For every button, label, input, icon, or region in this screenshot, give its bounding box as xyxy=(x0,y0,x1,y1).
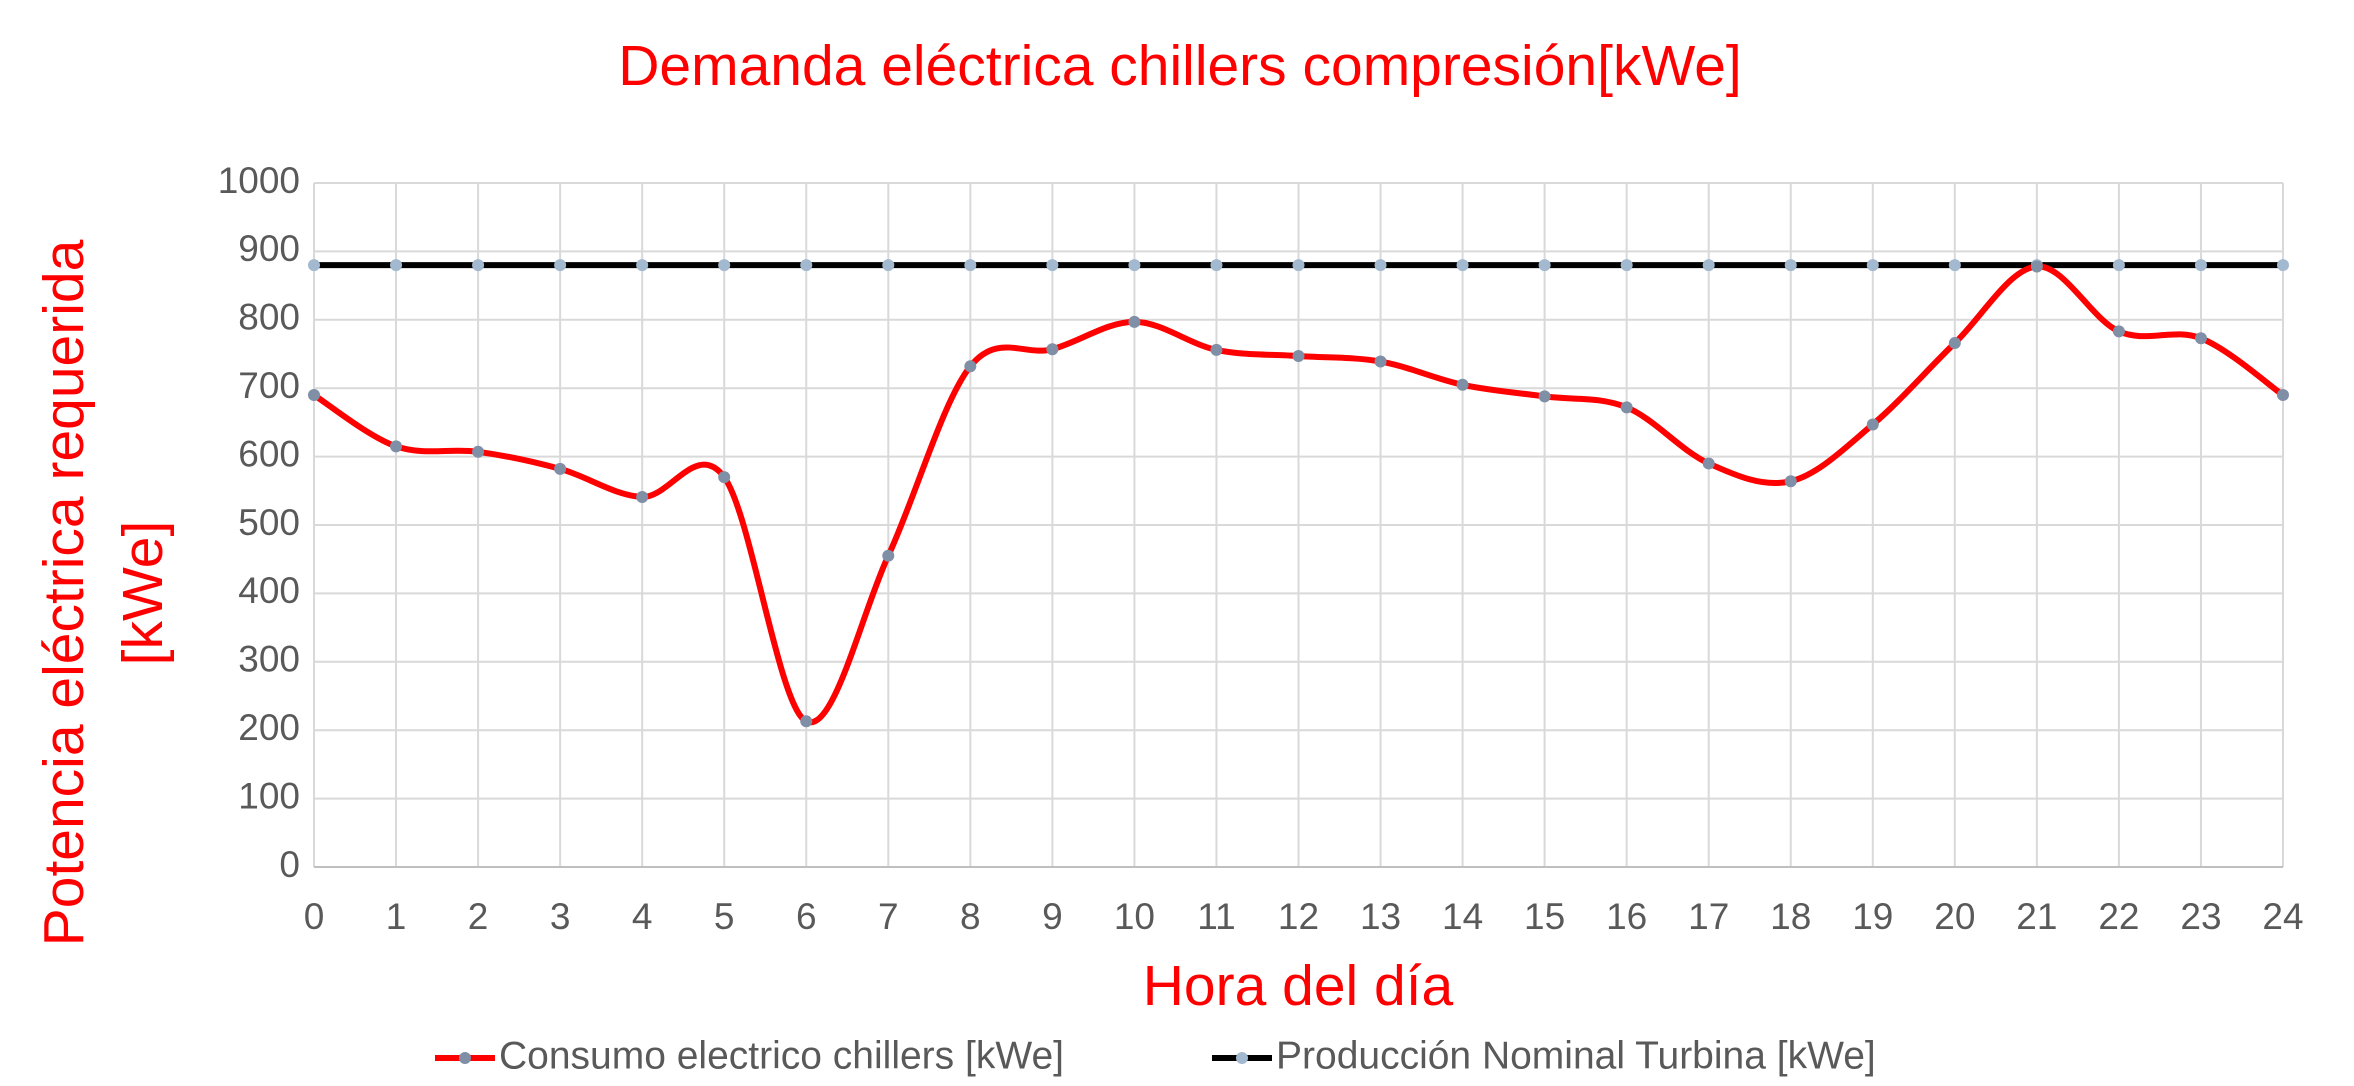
marker xyxy=(472,259,485,272)
marker xyxy=(800,715,813,728)
x-tick-label: 16 xyxy=(1606,896,1647,937)
marker xyxy=(1046,259,1059,272)
x-tick-label: 4 xyxy=(632,896,653,937)
x-tick-label: 23 xyxy=(2180,896,2221,937)
marker xyxy=(718,259,731,272)
x-tick-label: 0 xyxy=(304,896,325,937)
x-tick-label: 12 xyxy=(1278,896,1319,937)
marker xyxy=(1620,401,1633,414)
y-axis-label: Potencia eléctrica requerida xyxy=(32,239,96,946)
marker xyxy=(1292,259,1305,272)
marker xyxy=(2277,389,2289,402)
marker xyxy=(964,360,977,373)
marker xyxy=(2194,332,2207,345)
marker xyxy=(2277,259,2289,272)
marker xyxy=(1948,337,1961,350)
marker xyxy=(1866,259,1879,272)
marker xyxy=(2030,260,2043,273)
y-tick-label: 300 xyxy=(238,639,300,680)
y-tick-label: 200 xyxy=(238,707,300,748)
marker xyxy=(1292,350,1305,363)
y-tick-label: 700 xyxy=(238,365,300,406)
marker xyxy=(2112,259,2125,272)
legend-label: Producción Nominal Turbina [kWe] xyxy=(1276,1034,1876,1077)
x-tick-label: 22 xyxy=(2098,896,2139,937)
marker xyxy=(718,471,731,484)
marker xyxy=(1620,259,1633,272)
y-tick-label: 0 xyxy=(279,844,300,885)
x-tick-label: 8 xyxy=(960,896,981,937)
legend-marker xyxy=(1236,1052,1248,1064)
y-tick-label: 800 xyxy=(238,297,300,338)
marker xyxy=(1538,259,1551,272)
marker xyxy=(1456,259,1469,272)
y-tick-label: 1000 xyxy=(218,160,300,201)
marker xyxy=(1784,259,1797,272)
marker xyxy=(1374,355,1387,368)
x-tick-label: 15 xyxy=(1524,896,1565,937)
marker xyxy=(1538,390,1551,403)
y-axis-label: [kWe] xyxy=(111,521,175,666)
chart-title: Demanda eléctrica chillers compresión[kW… xyxy=(618,34,1742,98)
marker xyxy=(1210,259,1223,272)
marker xyxy=(2194,259,2207,272)
x-tick-label: 1 xyxy=(386,896,407,937)
x-tick-label: 5 xyxy=(714,896,735,937)
marker xyxy=(1210,343,1223,356)
marker xyxy=(1702,259,1715,272)
marker xyxy=(882,259,895,272)
marker xyxy=(1128,315,1141,328)
marker xyxy=(964,259,977,272)
marker xyxy=(1046,343,1059,356)
x-tick-label: 2 xyxy=(468,896,489,937)
marker xyxy=(1374,259,1387,272)
y-tick-label: 500 xyxy=(238,502,300,543)
marker xyxy=(554,462,567,475)
y-tick-label: 900 xyxy=(238,228,300,269)
marker xyxy=(308,389,320,402)
x-tick-label: 18 xyxy=(1770,896,1811,937)
x-tick-label: 21 xyxy=(2016,896,2057,937)
x-tick-label: 13 xyxy=(1360,896,1401,937)
legend-marker xyxy=(459,1052,471,1064)
marker xyxy=(636,259,649,272)
y-tick-label: 100 xyxy=(238,775,300,816)
marker xyxy=(1948,259,1961,272)
marker xyxy=(2112,325,2125,338)
marker xyxy=(308,259,320,272)
x-axis-label: Hora del día xyxy=(1143,954,1454,1018)
x-tick-label: 19 xyxy=(1852,896,1893,937)
x-tick-label: 3 xyxy=(550,896,571,937)
marker xyxy=(390,440,403,453)
x-tick-label: 10 xyxy=(1114,896,1155,937)
marker xyxy=(1456,378,1469,391)
marker xyxy=(636,490,649,503)
marker xyxy=(882,549,895,562)
marker xyxy=(390,259,403,272)
x-tick-label: 17 xyxy=(1688,896,1729,937)
marker xyxy=(472,445,485,458)
x-tick-label: 9 xyxy=(1042,896,1063,937)
marker xyxy=(1866,418,1879,431)
marker xyxy=(554,259,567,272)
marker xyxy=(1784,475,1797,488)
marker xyxy=(1128,259,1141,272)
x-tick-label: 6 xyxy=(796,896,817,937)
marker xyxy=(1702,457,1715,470)
x-tick-label: 11 xyxy=(1197,896,1235,937)
x-tick-label: 14 xyxy=(1442,896,1483,937)
x-tick-label: 20 xyxy=(1934,896,1975,937)
x-tick-label: 24 xyxy=(2262,896,2303,937)
x-tick-label: 7 xyxy=(878,896,899,937)
legend-label: Consumo electrico chillers [kWe] xyxy=(499,1034,1064,1077)
y-tick-label: 400 xyxy=(238,570,300,611)
marker xyxy=(800,259,813,272)
y-tick-label: 600 xyxy=(238,433,300,474)
